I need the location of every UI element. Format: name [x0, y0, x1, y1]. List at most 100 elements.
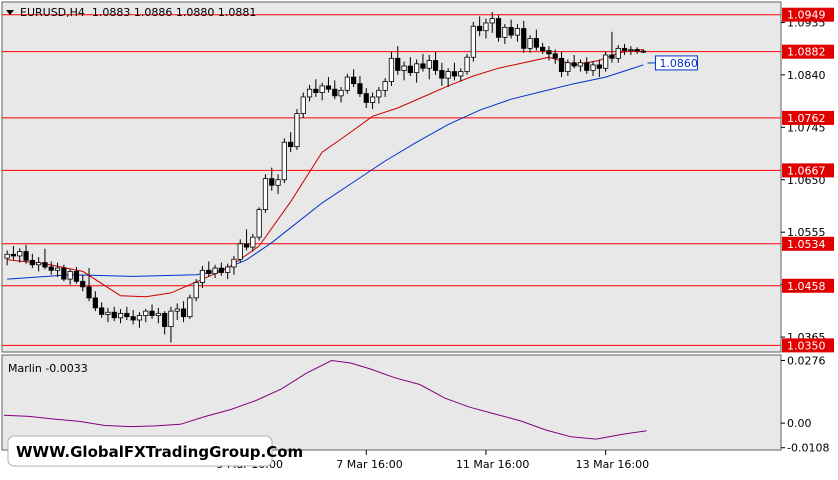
candle-body	[596, 64, 602, 69]
candle-body	[168, 310, 174, 328]
candle-body	[174, 308, 180, 312]
price-axis: 1.09351.08401.07451.06501.05551.04601.03…	[647, 2, 834, 353]
candle-body	[36, 262, 42, 266]
candle-body	[628, 49, 634, 51]
candle-body	[124, 312, 130, 318]
candle-body	[401, 65, 407, 71]
candle-body	[92, 297, 98, 309]
marlin-line	[3, 359, 647, 440]
candle-body	[243, 243, 250, 248]
candle-body	[199, 269, 206, 283]
candle-body	[489, 18, 495, 24]
candle-body	[29, 259, 35, 266]
candle-body	[206, 269, 212, 275]
candle-body	[332, 88, 338, 97]
candle-body	[218, 267, 224, 273]
candle-body	[621, 47, 628, 51]
candle-body	[136, 315, 143, 321]
candle-body	[67, 271, 73, 280]
level-price-tag	[782, 44, 834, 59]
candle-body	[10, 253, 17, 257]
candle-body	[388, 57, 395, 82]
candle-body	[130, 316, 136, 321]
price-tick-label: 1.0555	[787, 226, 826, 239]
candle-body	[577, 62, 584, 67]
level-price-tag	[782, 338, 834, 353]
candle-body	[48, 266, 54, 271]
candle-body	[640, 50, 647, 53]
candle-body	[540, 46, 546, 51]
price-marker-label: 1.0860	[659, 57, 698, 70]
marlin-tick-label: -0.0108	[787, 442, 829, 455]
candle-body	[61, 267, 67, 280]
candle-body	[527, 38, 533, 49]
candle-body	[508, 26, 514, 36]
candle-body	[212, 267, 218, 275]
watermark: WWW.GlobalFXTradingGroup.Com	[7, 435, 303, 467]
level-price-tag-label: 1.0762	[787, 112, 826, 125]
candle-body	[4, 253, 10, 259]
candle-body	[269, 178, 275, 186]
candle-body	[495, 18, 502, 38]
level-price-tag	[782, 236, 834, 251]
marlin-tick-label: 0.00	[787, 417, 812, 430]
level-price-tag	[782, 278, 834, 293]
candle-body	[225, 266, 231, 273]
candle-body	[23, 251, 29, 261]
candle-body	[256, 209, 262, 238]
candle-body	[357, 83, 363, 95]
candle-body	[470, 25, 476, 58]
level-price-tag-label: 1.0667	[787, 164, 826, 177]
candle-body	[439, 70, 445, 79]
collapse-triangle-icon[interactable]	[6, 10, 14, 15]
time-tick-label: 7 Mar 16:00	[336, 458, 402, 471]
candle-body	[382, 81, 388, 91]
candle-body	[451, 71, 458, 77]
candle-body	[306, 88, 313, 98]
candle-body	[395, 57, 401, 71]
time-tick-label: 13 Mar 16:00	[576, 458, 649, 471]
marlin-tick-label: 0.0276	[787, 354, 826, 367]
price-marker-box	[654, 55, 698, 71]
marlin-indicator: 0.0276 0.00 -0.0108	[3, 354, 829, 455]
candle-body	[17, 251, 23, 257]
level-price-tag	[782, 163, 834, 178]
candle-body	[514, 28, 521, 36]
candle-body	[615, 47, 621, 59]
candle-body	[432, 60, 439, 71]
candle-body	[149, 310, 155, 316]
candlesticks	[4, 11, 647, 343]
candle-body	[603, 54, 609, 69]
candle-body	[546, 50, 552, 55]
candle-body	[634, 49, 640, 52]
watermark-text: WWW.GlobalFXTradingGroup.Com	[16, 443, 303, 461]
candle-body	[319, 85, 325, 93]
candle-body	[294, 113, 300, 148]
candle-body	[558, 57, 565, 72]
candle-body	[521, 28, 527, 49]
candle-body	[80, 280, 86, 288]
candle-body	[42, 262, 48, 268]
candle-body	[73, 271, 80, 282]
candle-body	[193, 282, 199, 299]
candle-body	[477, 25, 483, 32]
candle-body	[325, 85, 332, 90]
candle-body	[407, 65, 413, 74]
candle-body	[313, 88, 319, 93]
level-price-tag-label: 1.0458	[787, 280, 826, 293]
candle-body	[609, 54, 615, 59]
level-price-tag	[782, 7, 834, 22]
candle-body	[180, 308, 187, 318]
candle-body	[458, 71, 464, 77]
candle-body	[275, 179, 281, 186]
candle-body	[155, 312, 161, 316]
candle-body	[351, 76, 357, 85]
candle-body	[533, 38, 539, 48]
candle-body	[571, 62, 577, 67]
candle-body	[338, 89, 344, 97]
candle-body	[363, 93, 369, 103]
candle-body	[237, 243, 243, 260]
level-price-tag-label: 1.0534	[787, 238, 826, 251]
